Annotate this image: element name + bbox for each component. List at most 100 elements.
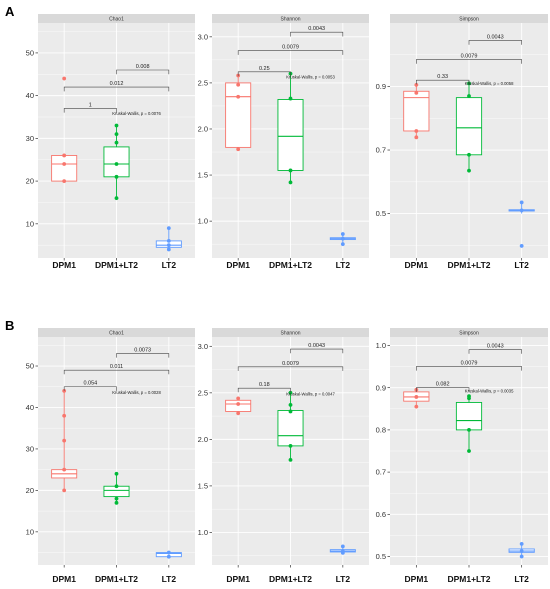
data-point [288, 457, 293, 462]
data-point [519, 200, 524, 205]
comparison-bracket [416, 366, 522, 371]
data-point [467, 94, 471, 98]
p-value-label: 0.0073 [134, 348, 151, 354]
box-lt2 [508, 541, 535, 559]
chart-a-shannon: Shannon 1.0 1.5 2.0 2.5 3.0 0.25 0.0079 0.0043 Kr… [198, 14, 369, 270]
data-point [414, 135, 419, 140]
data-point [166, 247, 171, 252]
y-tick-label: 30 [26, 134, 34, 143]
p-value-label: 0.054 [83, 381, 97, 387]
comparison-bracket [237, 387, 291, 393]
data-point [166, 226, 171, 230]
box-body [455, 401, 483, 431]
chart-b-chao1: Chao1 10 20 30 40 50 0.054 0.011 0.0073 Kruskal-W… [26, 328, 195, 584]
kruskal-wallis-annotation: Kruskal-Wallis, p = 0.0047 [286, 392, 335, 397]
p-value-label: 0.0043 [308, 26, 325, 32]
data-point [62, 153, 67, 158]
x-tick-label: DPM1+LT2 [95, 574, 138, 584]
y-tick-label: 0.8 [376, 425, 386, 434]
data-point [114, 162, 119, 166]
comparison-bracket [116, 353, 170, 358]
data-point [467, 168, 471, 173]
facet-title: Chao1 [109, 17, 124, 23]
x-tick-label: LT2 [336, 574, 351, 584]
comparison-bracket [63, 386, 117, 391]
data-point [519, 549, 524, 553]
y-tick-label: 30 [26, 445, 34, 454]
data-point [166, 243, 171, 248]
data-point [414, 404, 419, 409]
data-point [340, 242, 345, 247]
box-dpm1 [225, 396, 252, 416]
data-point [519, 208, 524, 213]
x-tick-label: LT2 [336, 260, 351, 270]
box-dpm1 [403, 83, 430, 140]
y-tick-label: 2.5 [198, 79, 208, 88]
box-dpm1 [225, 73, 252, 152]
data-point [166, 239, 171, 243]
data-point [288, 390, 293, 395]
y-tick-label: 50 [26, 49, 34, 58]
facet-strip [38, 328, 195, 337]
box-dpm1-lt2 [277, 71, 304, 185]
box-body [225, 82, 252, 148]
data-point [414, 395, 419, 399]
kruskal-wallis-annotation: Kruskal-Wallis, p = 0.0058 [465, 81, 514, 86]
y-tick-label: 40 [26, 403, 34, 412]
kruskal-wallis-annotation: Kruskal-Wallis, p = 0.0053 [286, 74, 335, 79]
data-point [236, 94, 241, 99]
data-point [236, 402, 241, 406]
x-tick-label: DPM1 [52, 574, 76, 584]
box-dpm1-lt2 [103, 471, 130, 505]
x-tick-label: LT2 [162, 260, 177, 270]
y-tick-label: 1.0 [198, 217, 208, 226]
y-tick-label: 2.0 [198, 435, 208, 444]
y-tick-label: 1.0 [376, 341, 386, 350]
box-lt2 [329, 232, 356, 247]
box-body [51, 155, 78, 182]
data-point [62, 467, 67, 472]
comparison-bracket [416, 59, 522, 64]
data-point [467, 427, 471, 432]
data-point [414, 129, 419, 133]
p-value-label: 0.0043 [487, 34, 504, 40]
box-lt2 [155, 550, 182, 559]
data-point [340, 549, 345, 553]
box-body [277, 410, 304, 447]
p-value-label: 0.012 [110, 81, 124, 87]
facet-strip [212, 14, 369, 23]
x-tick-label: DPM1+LT2 [269, 260, 312, 270]
panel-label-a: A [5, 4, 15, 19]
comparison-bracket [416, 387, 470, 392]
p-value-label: 0.008 [136, 64, 150, 70]
p-value-label: 0.011 [110, 364, 123, 370]
data-point [467, 449, 471, 453]
data-point [340, 236, 345, 241]
y-tick-label: 40 [26, 91, 34, 100]
p-value-label: 0.25 [259, 66, 270, 72]
data-point [114, 484, 119, 489]
y-tick-label: 2.5 [198, 388, 208, 397]
x-tick-label: LT2 [514, 574, 529, 584]
x-tick-label: DPM1+LT2 [447, 574, 490, 584]
y-tick-label: 20 [26, 177, 34, 186]
comparison-bracket [63, 86, 170, 92]
y-tick-label: 3.0 [198, 342, 208, 351]
box-dpm1-lt2 [455, 81, 483, 173]
box-body [277, 99, 304, 171]
data-point [62, 488, 67, 493]
y-tick-label: 1.5 [198, 171, 208, 180]
data-point [62, 76, 67, 81]
comparison-bracket [63, 108, 117, 113]
y-tick-label: 0.6 [376, 510, 386, 519]
data-point [114, 500, 119, 505]
facet-title: Shannon [280, 331, 300, 337]
facet-title: Simpson [459, 331, 479, 337]
y-tick-label: 50 [26, 362, 34, 371]
comparison-bracket [290, 348, 344, 354]
data-point [62, 162, 67, 166]
data-point [114, 123, 119, 128]
y-tick-label: 10 [26, 527, 34, 536]
data-point [114, 132, 119, 136]
